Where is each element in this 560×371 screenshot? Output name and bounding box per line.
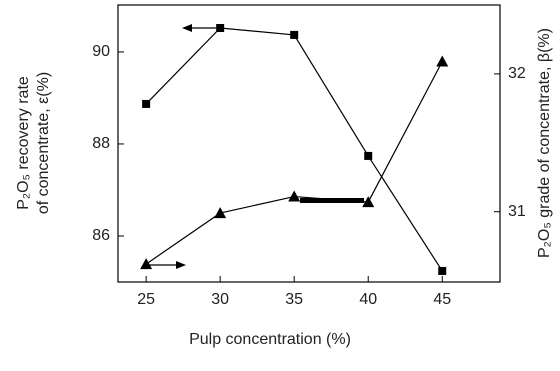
x-tick-label: 45 (433, 291, 451, 308)
marker (436, 55, 449, 67)
x-axis-label: Pulp concentration (%) (189, 331, 351, 348)
series-line (145, 27, 443, 272)
y-tick-label: 90 (92, 43, 110, 60)
y-axis-label: of concentrate, ε(%) (35, 72, 52, 214)
marker (214, 207, 227, 219)
y-tick-label: 86 (92, 227, 110, 244)
arrowhead (176, 261, 186, 269)
y2-axis-label: P₂O₅ grade of concentrate, β(%) (536, 28, 553, 258)
x-tick-label: 35 (285, 291, 303, 308)
x-tick-label: 25 (137, 291, 155, 308)
marker (290, 30, 299, 39)
marker (288, 190, 301, 202)
x-tick-label: 30 (211, 291, 229, 308)
plot-frame (117, 4, 501, 283)
series-line (145, 61, 443, 265)
x-tick-label: 40 (359, 291, 377, 308)
y2-tick-label: 32 (508, 65, 526, 82)
y-tick-label: 88 (92, 135, 110, 152)
y2-tick-label: 31 (508, 203, 526, 220)
marker (142, 99, 151, 108)
bar-decoration (300, 198, 364, 203)
y-axis-label: P₂O₅ recovery rate (15, 76, 32, 210)
marker (362, 196, 375, 208)
marker (438, 266, 447, 275)
marker (216, 24, 225, 33)
marker (140, 258, 153, 270)
marker (364, 151, 373, 160)
arrowhead (182, 24, 192, 32)
